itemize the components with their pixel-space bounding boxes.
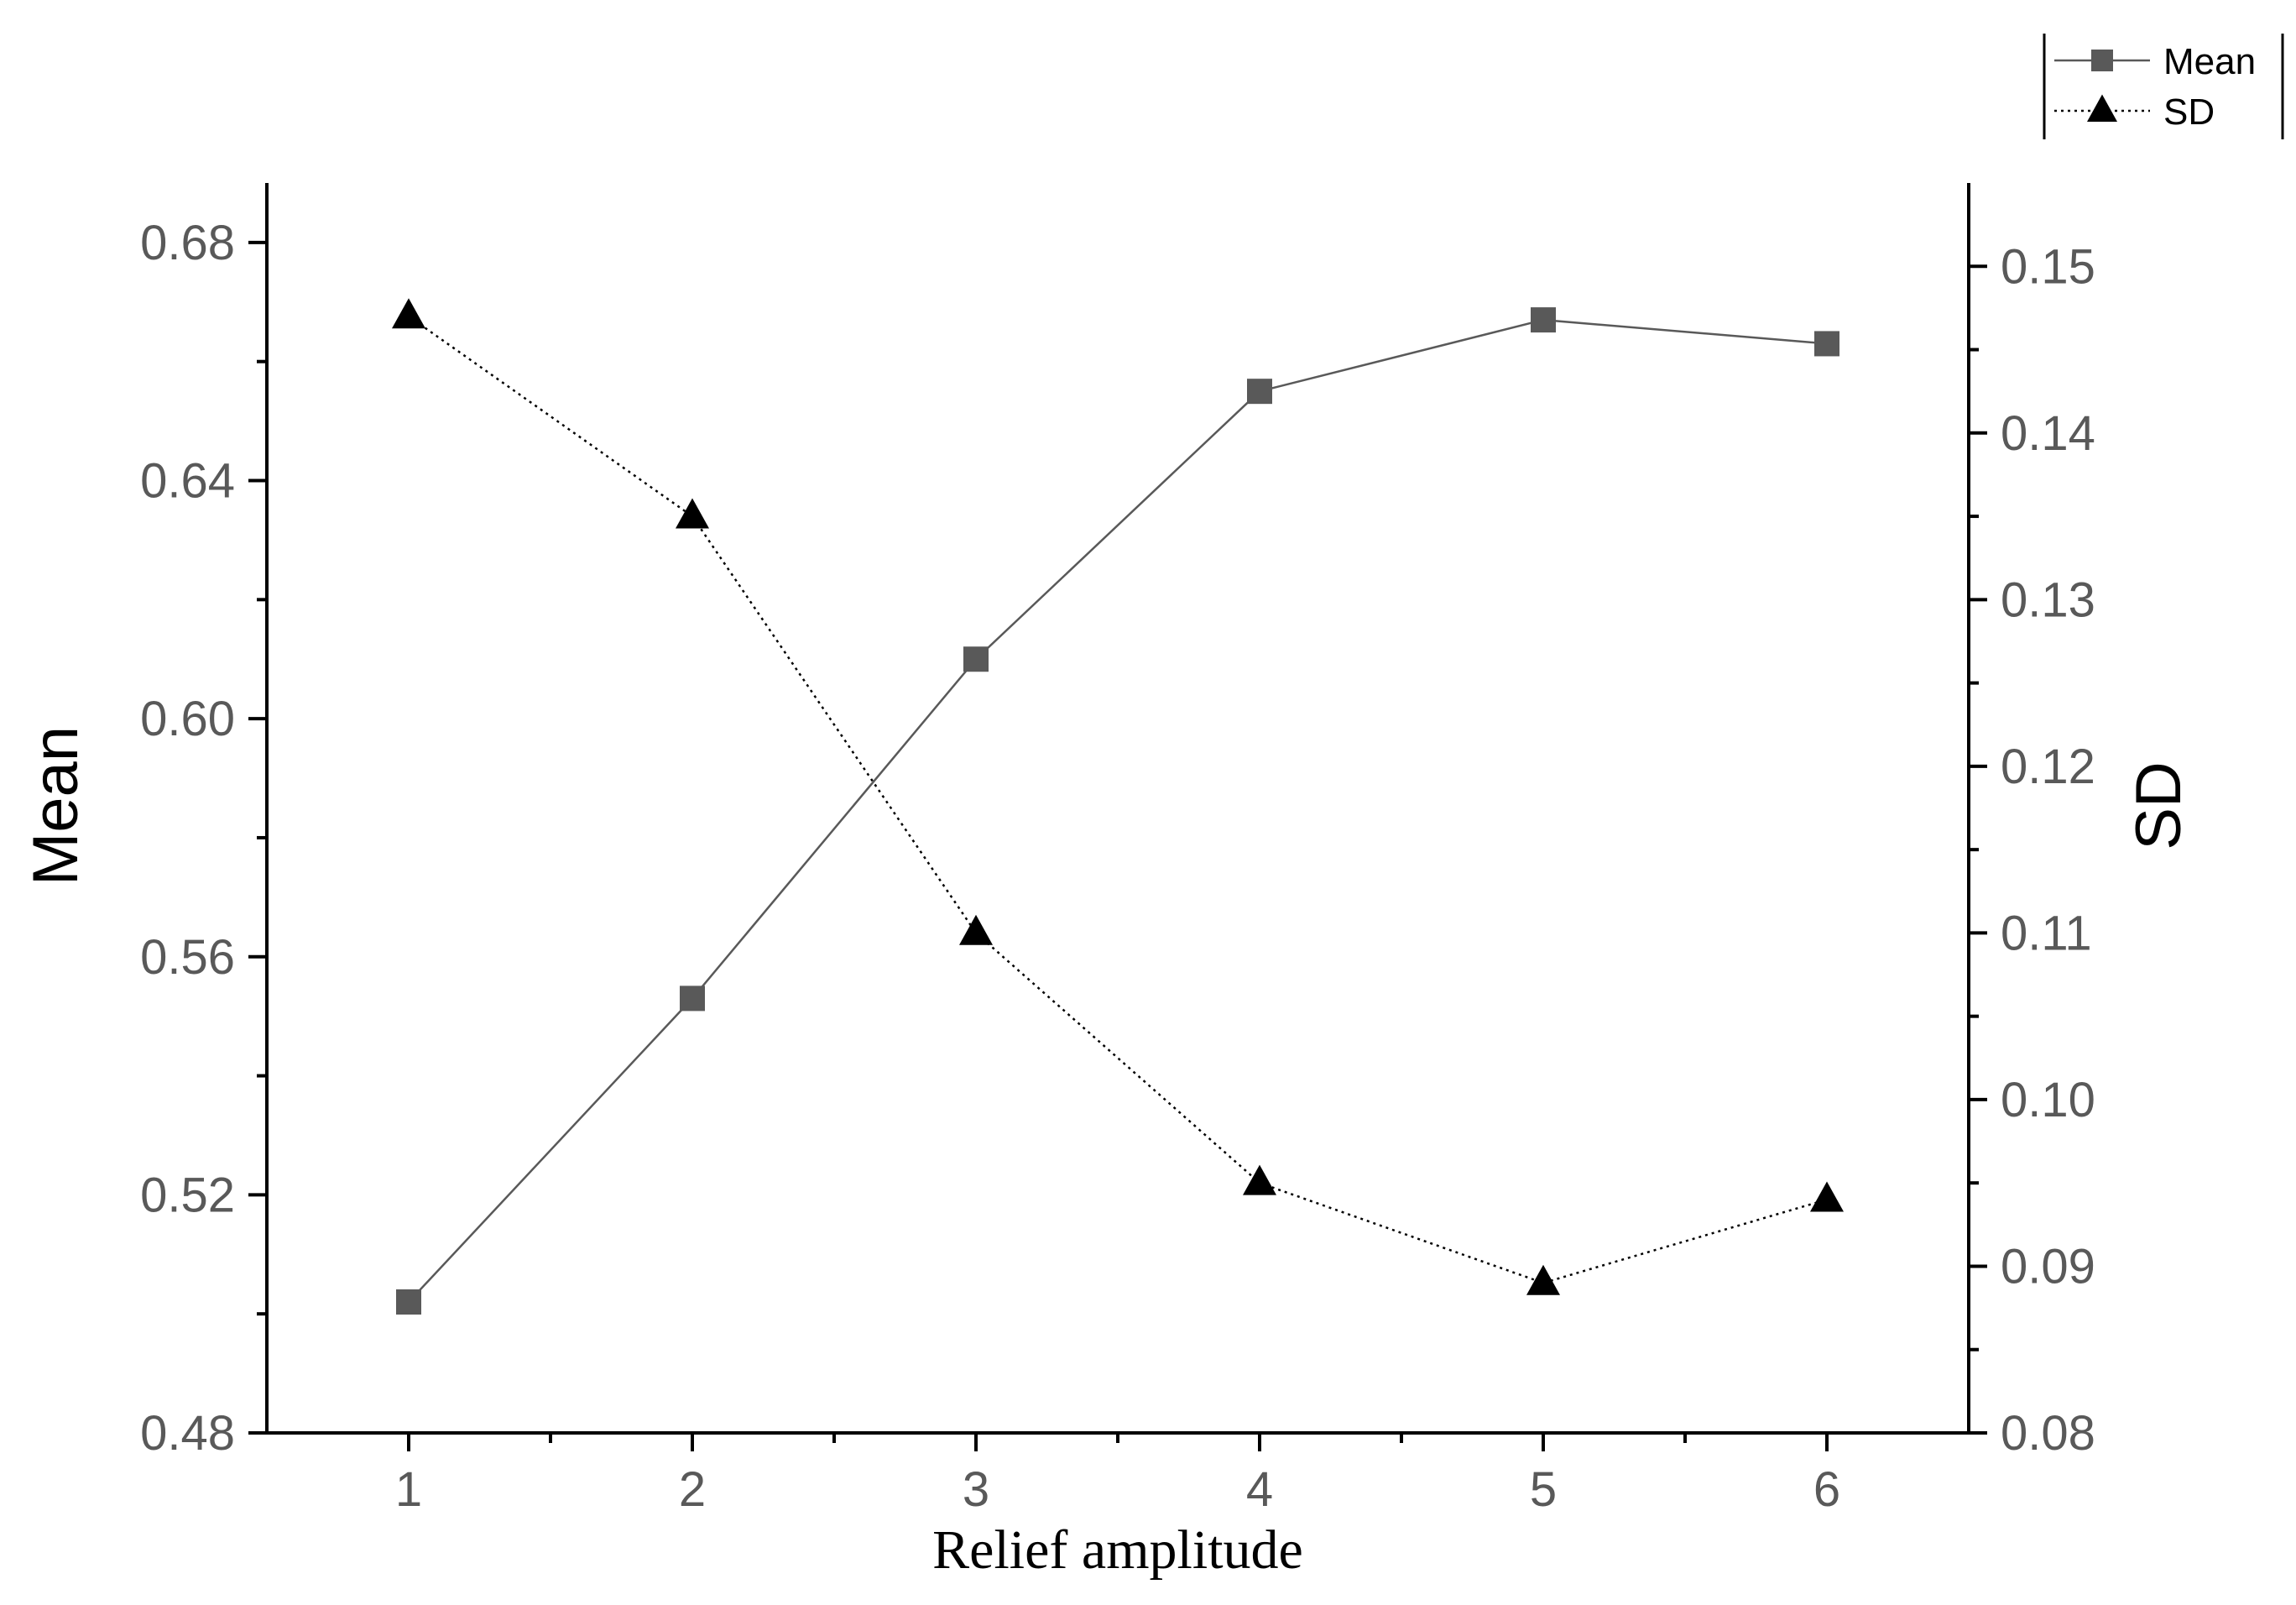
- series-mean: [396, 307, 1839, 1315]
- legend: Mean SD: [2043, 34, 2284, 139]
- y-axis-title: Mean: [20, 726, 91, 886]
- y-tick-label: 0.64: [140, 454, 235, 509]
- series-line-mean: [408, 318, 1828, 1303]
- y-tick-label: 0.52: [140, 1168, 235, 1222]
- data-point-triangle: [1810, 1181, 1844, 1212]
- x-tick-label: 1: [395, 1462, 422, 1517]
- y2-axis-title: SD: [2123, 761, 2194, 850]
- y-tick-label: 0.56: [140, 930, 235, 985]
- y2-tick-label: 0.12: [2001, 740, 2095, 794]
- data-point-square: [1247, 379, 1272, 405]
- y-tick-label: 0.60: [140, 692, 235, 746]
- x-tick-label: 3: [963, 1462, 989, 1517]
- data-point-triangle: [1526, 1264, 1560, 1295]
- y2-tick-label: 0.09: [2001, 1239, 2095, 1294]
- y2-tick-label: 0.14: [2001, 406, 2095, 461]
- y-tick-label: 0.48: [140, 1406, 235, 1461]
- x-tick-label: 6: [1813, 1462, 1840, 1517]
- y2-tick-label: 0.08: [2001, 1406, 2095, 1461]
- data-point-square: [680, 985, 705, 1012]
- x-axis-title: Relief amplitude: [932, 1519, 1303, 1581]
- axes: 0.48 0.52 0.56 0.60 0.64 0.68 0.08 0.09 0.10 0.11…: [140, 183, 2095, 1517]
- x-tick-label: 5: [1530, 1462, 1557, 1517]
- x-tick-label: 2: [679, 1462, 706, 1517]
- y2-tick-label: 0.11: [2001, 906, 2092, 960]
- legend-label-sd: SD: [2163, 91, 2215, 133]
- legend-marker-triangle: [2087, 94, 2117, 122]
- legend-marker-square: [2091, 50, 2113, 71]
- data-point-triangle: [392, 298, 425, 329]
- data-point-square: [396, 1289, 421, 1315]
- series-line-sd: [408, 315, 1828, 1284]
- series-sd: [392, 298, 1844, 1295]
- data-point-square: [963, 646, 989, 672]
- y2-tick-label: 0.10: [2001, 1073, 2095, 1127]
- data-point-square: [1814, 331, 1839, 357]
- y2-tick-label: 0.15: [2001, 239, 2095, 294]
- y-tick-label: 0.68: [140, 216, 235, 270]
- x-tick-label: 4: [1246, 1462, 1273, 1517]
- data-point-triangle: [1243, 1164, 1276, 1195]
- legend-label-mean: Mean: [2163, 41, 2256, 82]
- data-point-square: [1531, 307, 1556, 333]
- data-point-triangle: [959, 914, 993, 945]
- data-point-triangle: [676, 498, 709, 529]
- series-layer: [392, 298, 1844, 1315]
- y2-tick-label: 0.13: [2001, 572, 2095, 627]
